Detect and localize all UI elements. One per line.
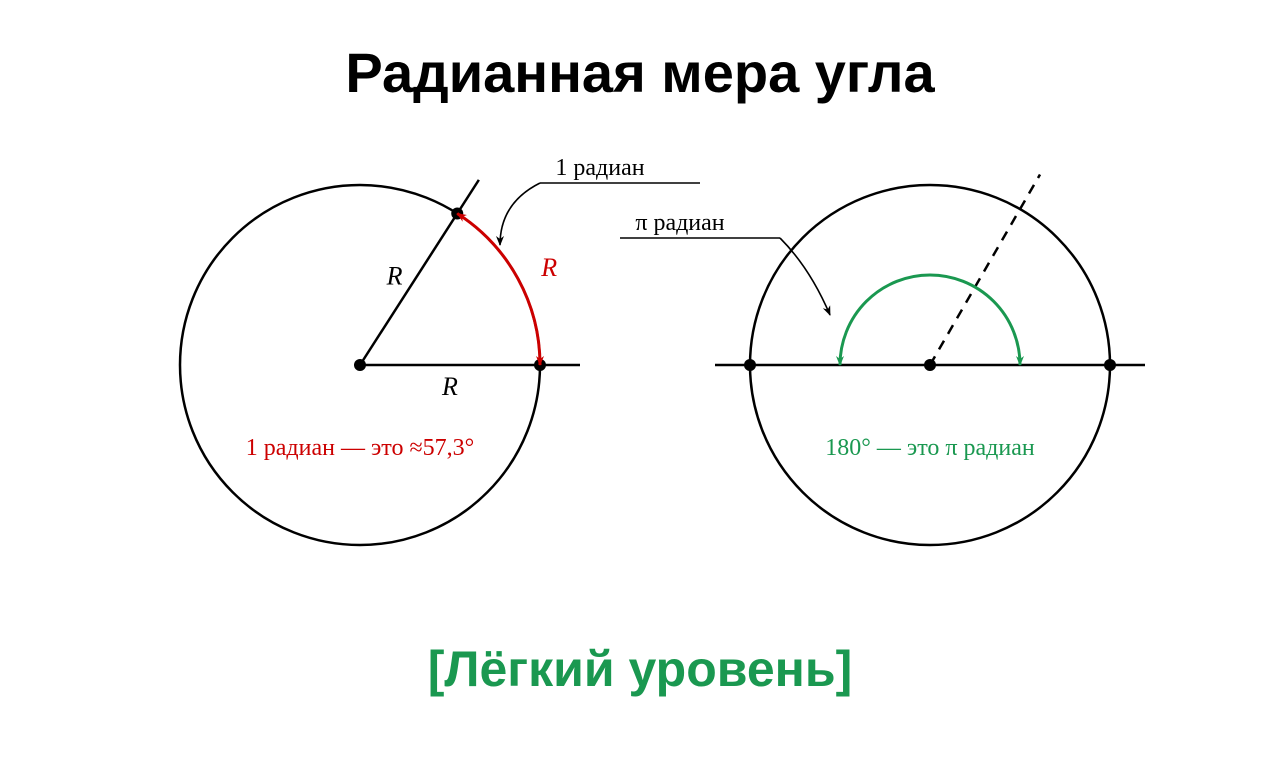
- right-arc-green: [840, 275, 1020, 365]
- diagram-area: RRR1 радиан — это ≈57,3°1 радиан180° — э…: [0, 105, 1280, 585]
- right-caption: 180° — это π радиан: [825, 435, 1035, 461]
- right-pointer-label: π радиан: [635, 210, 724, 236]
- right-dashed-radius: [930, 174, 1040, 365]
- left-label-R-arc: R: [540, 253, 557, 282]
- left-pointer-label: 1 радиан: [555, 155, 644, 181]
- right-pointer-arrow: [780, 238, 830, 315]
- left-circle-group: R R R 1 радиан — это ≈57,3° 1 радиан: [180, 155, 700, 545]
- left-caption: 1 радиан — это ≈57,3°: [246, 435, 474, 461]
- right-center-dot: [924, 359, 936, 371]
- left-pointer-arrow: [500, 183, 540, 245]
- left-radius-angled: [360, 180, 479, 365]
- left-center-dot: [354, 359, 366, 371]
- page-subtitle: [Лёгкий уровень]: [0, 640, 1280, 698]
- page-title: Радианная мера угла: [0, 40, 1280, 105]
- right-circle-group: 180° — это π радиан π радиан: [620, 174, 1145, 545]
- left-arc-red: [457, 214, 540, 365]
- left-label-R-angled: R: [386, 261, 403, 290]
- right-dot-right: [1104, 359, 1116, 371]
- left-label-R-horizontal: R: [441, 372, 458, 401]
- right-dot-left: [744, 359, 756, 371]
